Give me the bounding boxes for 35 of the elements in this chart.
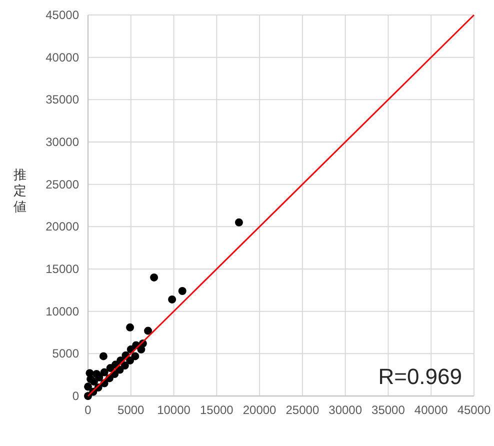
y-tick-label: 5000 — [52, 346, 80, 361]
point — [84, 382, 92, 391]
x-tick-label: 30000 — [328, 403, 362, 417]
y-tick-label: 15000 — [46, 262, 80, 276]
point — [150, 273, 158, 282]
point — [178, 287, 186, 296]
point — [234, 218, 243, 226]
y-tick-label: 40000 — [46, 50, 80, 64]
y-axis-title: 推定値 — [14, 167, 26, 214]
point — [100, 368, 108, 376]
x-tick-label: 35000 — [372, 403, 406, 417]
y-tick-label: 30000 — [46, 135, 80, 149]
point — [144, 326, 152, 335]
y-tick-label: 0 — [72, 389, 80, 403]
point — [86, 369, 94, 378]
point — [120, 362, 129, 370]
x-tick-label: 40000 — [414, 403, 448, 417]
x-tick-label: 15000 — [200, 403, 234, 417]
point — [126, 323, 134, 332]
y-tick-label: 25000 — [46, 177, 80, 192]
x-tick-label: 0 — [84, 403, 92, 417]
y-tick-label: 20000 — [46, 220, 80, 234]
y-tick-label: 45000 — [46, 8, 80, 22]
point — [92, 370, 101, 378]
point — [99, 352, 108, 360]
point — [168, 295, 176, 304]
x-tick-label: 5000 — [118, 403, 145, 417]
x-tick-label: 20000 — [242, 403, 277, 417]
annotation: R=0.969 — [378, 364, 462, 389]
y-tick-label: 10000 — [46, 304, 80, 318]
x-tick-label: 25000 — [286, 403, 320, 417]
point — [131, 352, 140, 360]
x-tick-label: 10000 — [157, 403, 191, 417]
y-tick-label: 35000 — [46, 92, 80, 107]
x-tick-label: 45000 — [457, 403, 492, 417]
